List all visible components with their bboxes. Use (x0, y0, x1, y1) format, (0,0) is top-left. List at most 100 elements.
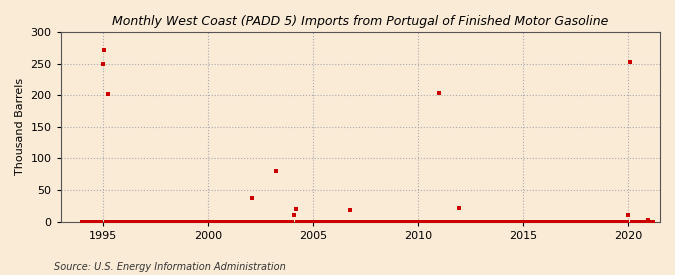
Point (192, 219, 202, 224)
Point (622, 219, 632, 224)
Point (590, 219, 601, 224)
Point (96, 219, 107, 224)
Point (355, 219, 366, 224)
Point (543, 219, 554, 224)
Point (400, 219, 411, 224)
Point (334, 219, 345, 224)
Point (630, 219, 641, 224)
Point (585, 219, 595, 224)
Point (418, 219, 429, 224)
Point (222, 219, 233, 224)
Point (535, 219, 546, 224)
Point (392, 219, 402, 224)
Point (637, 219, 648, 224)
Point (549, 219, 560, 224)
Point (213, 219, 224, 224)
Point (562, 219, 572, 224)
Point (448, 219, 459, 224)
Point (541, 219, 551, 224)
Point (509, 219, 520, 224)
Point (202, 219, 213, 224)
Point (435, 219, 446, 224)
Point (190, 219, 201, 224)
Point (508, 219, 518, 224)
Point (612, 219, 623, 224)
Point (529, 219, 539, 224)
Point (644, 219, 655, 224)
Point (80, 219, 90, 224)
Point (548, 219, 559, 224)
Point (165, 219, 176, 224)
Point (583, 219, 593, 224)
Point (218, 219, 229, 224)
Point (159, 219, 169, 224)
Point (335, 219, 346, 224)
Point (300, 219, 311, 224)
Point (485, 219, 495, 224)
Point (399, 219, 410, 224)
Point (493, 219, 504, 224)
Point (117, 219, 128, 224)
Point (373, 219, 383, 224)
Point (565, 219, 576, 224)
Point (343, 219, 354, 224)
Point (161, 219, 171, 224)
Point (323, 219, 334, 224)
Point (500, 219, 511, 224)
Point (369, 219, 380, 224)
Point (516, 219, 527, 224)
Point (390, 219, 401, 224)
Point (308, 219, 319, 224)
Point (176, 219, 187, 224)
Point (246, 196, 257, 200)
Point (130, 219, 141, 224)
Point (422, 219, 433, 224)
Point (311, 219, 322, 224)
Point (381, 219, 392, 224)
Point (276, 219, 287, 224)
Point (371, 219, 381, 224)
Point (467, 219, 478, 224)
Point (196, 219, 207, 224)
Point (164, 219, 175, 224)
Point (537, 219, 548, 224)
Point (639, 219, 649, 224)
Point (346, 219, 357, 224)
Point (232, 219, 243, 224)
Point (194, 219, 205, 224)
Point (262, 219, 273, 224)
Point (397, 219, 408, 224)
Point (283, 219, 294, 224)
Point (352, 219, 362, 224)
Point (234, 219, 245, 224)
Point (97, 62, 108, 66)
Point (169, 219, 180, 224)
Point (525, 219, 536, 224)
Point (446, 219, 457, 224)
Point (367, 219, 378, 224)
Point (132, 219, 143, 224)
Point (322, 219, 333, 224)
Point (171, 219, 182, 224)
Point (256, 219, 267, 224)
Point (605, 219, 616, 224)
Point (402, 219, 413, 224)
Point (129, 219, 140, 224)
Point (588, 219, 599, 224)
Point (155, 219, 166, 224)
Point (464, 219, 475, 224)
Point (387, 219, 398, 224)
Point (185, 219, 196, 224)
Point (518, 219, 529, 224)
Point (551, 219, 562, 224)
Point (134, 219, 145, 224)
Point (444, 219, 455, 224)
Point (144, 219, 155, 224)
Point (339, 219, 350, 224)
Point (406, 219, 416, 224)
Point (388, 219, 399, 224)
Point (278, 219, 289, 224)
Point (215, 219, 225, 224)
Point (479, 219, 490, 224)
Point (430, 219, 441, 224)
